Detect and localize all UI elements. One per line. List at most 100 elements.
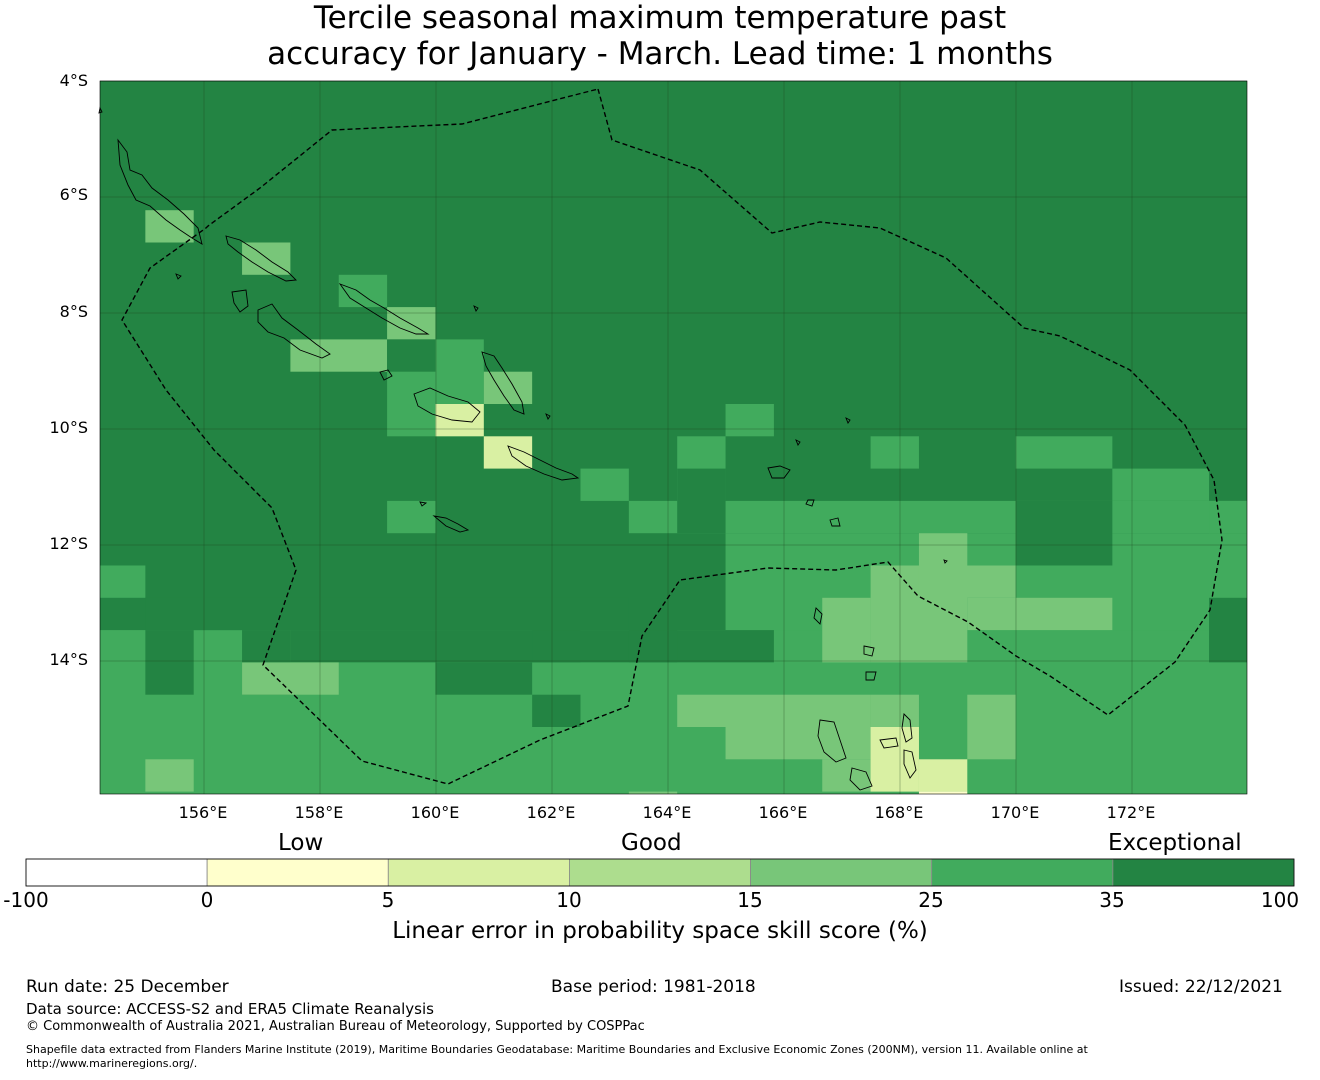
skill-cell (145, 759, 194, 792)
islet-10 (419, 501, 428, 507)
colorbar-segment (387, 858, 570, 887)
skill-cell (628, 791, 678, 794)
title-line-1: Tercile seasonal maximum temperature pas… (313, 0, 1007, 36)
colorbar-label: Linear error in probability space skill … (392, 918, 928, 944)
run-date: Run date: 25 December (26, 977, 229, 997)
lon-label-172e: 172°E (1106, 803, 1156, 822)
shapefile-credit-line-2: http://www.marineregions.org/. (26, 1057, 198, 1070)
islet-3 (379, 369, 393, 381)
colorbar-tick: 10 (556, 888, 582, 912)
islet-2 (175, 273, 182, 280)
eez-solomon-png (121, 88, 1223, 785)
skill-cell (870, 436, 919, 469)
island-ambae (879, 737, 899, 749)
lon-label-158e: 158°E (294, 803, 344, 822)
shapefile-credit: Shapefile data extracted from Flanders M… (26, 1043, 1226, 1071)
islet-9 (943, 559, 948, 564)
skill-cell (387, 371, 436, 437)
skill-cell (918, 565, 1016, 598)
title-line-2: accuracy for January - March. Lead time:… (267, 36, 1053, 72)
skill-cell (1015, 436, 1113, 469)
island-malaita (481, 351, 525, 415)
skill-cell (918, 791, 968, 794)
colorbar-frame (25, 858, 1295, 887)
lon-label-166e: 166°E (758, 803, 808, 822)
skill-cell (822, 597, 871, 663)
skill-cell (967, 597, 1016, 631)
skill-cell (1112, 468, 1210, 501)
skill-cell (1015, 500, 1113, 566)
category-exceptional: Exceptional (1108, 830, 1242, 856)
colorbar-tick: 35 (1099, 888, 1125, 912)
colorbar-tick: 0 (200, 888, 214, 912)
skill-cell (387, 339, 436, 372)
skill-cell (435, 339, 484, 404)
colorbar-segment (931, 858, 1114, 887)
skill-cell (725, 404, 774, 437)
issued-date: Issued: 22/12/2021 (1119, 977, 1283, 997)
islet-5 (545, 413, 551, 420)
skill-cell (628, 500, 1247, 534)
skill-cell (967, 694, 1016, 760)
skill-cell (1209, 597, 1247, 663)
skill-cell (677, 468, 726, 534)
lat-label-6s: 6°S (59, 185, 88, 204)
skill-cell (100, 565, 146, 598)
island-santa-cruz (767, 465, 791, 479)
lat-label-12s: 12°S (49, 534, 88, 553)
island-maewo (901, 713, 913, 743)
colorbar-segment (1112, 858, 1295, 887)
island-new-georgia-2 (257, 303, 331, 359)
lon-label-160e: 160°E (410, 803, 460, 822)
island-malekula (849, 767, 873, 791)
skill-cell (532, 630, 581, 663)
colorbar-segment (750, 858, 933, 887)
skill-cell (1015, 597, 1113, 631)
category-low: Low (278, 830, 324, 856)
skill-grid-cells (100, 81, 1247, 794)
colorbar-segment (25, 858, 208, 887)
skill-cell (677, 694, 871, 727)
map-frame (99, 80, 1248, 795)
lat-label-14s: 14°S (49, 650, 88, 669)
shapefile-credit-line-1: Shapefile data extracted from Flanders M… (26, 1043, 1088, 1056)
skill-cell (435, 404, 484, 437)
colorbar-tick: -100 (3, 888, 49, 912)
island-makira (507, 445, 580, 481)
lon-label-156e: 156°E (178, 803, 228, 822)
coastlines (98, 106, 948, 791)
skill-cell (242, 662, 339, 695)
skill-cell (435, 662, 533, 695)
skill-cell (532, 694, 581, 727)
skill-cell (145, 630, 194, 695)
skill-cell (145, 597, 629, 631)
colorbar-tick: 25 (918, 888, 944, 912)
island-guadalcanal (413, 387, 481, 423)
colorbar-tick: 100 (1260, 888, 1300, 912)
islet-6 (795, 439, 801, 446)
islet-7 (805, 499, 815, 507)
island-choiseul (225, 235, 297, 282)
colorbar-tick: 5 (381, 888, 395, 912)
island-bougainville (117, 138, 203, 245)
island-espiritu-santo (817, 719, 847, 763)
island-gaua (863, 645, 875, 657)
category-good: Good (621, 830, 682, 856)
skill-cell (1209, 500, 1247, 534)
skill-cell (918, 533, 968, 566)
skill-cell (242, 242, 291, 275)
colorbar-tick: 15 (737, 888, 763, 912)
skill-cell (483, 371, 533, 404)
island-vanua-lava (865, 671, 877, 681)
copyright: © Commonwealth of Australia 2021, Austra… (26, 1019, 645, 1034)
skill-cell (725, 727, 871, 760)
eez-boundaries (121, 88, 1223, 785)
skill-cell (387, 307, 436, 340)
skill-cell (145, 210, 194, 243)
skill-cell (387, 500, 436, 534)
islet-4 (473, 305, 479, 312)
map-title: Tercile seasonal maximum temperature pas… (0, 0, 1320, 72)
lat-label-10s: 10°S (49, 418, 88, 437)
island-pentecost (903, 749, 917, 779)
